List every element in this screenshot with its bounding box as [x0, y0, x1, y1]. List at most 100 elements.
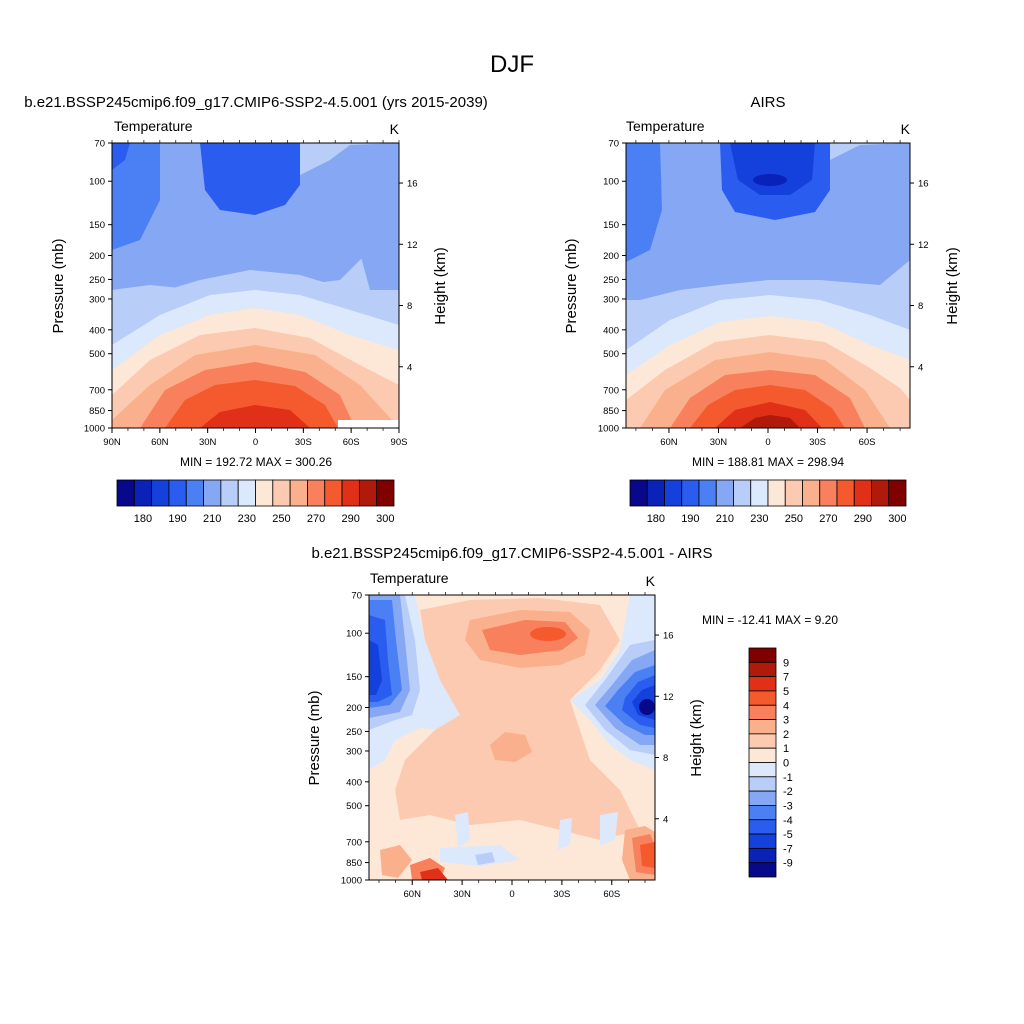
panel-diff: b.e21.BSSP245cmip6.f09_g17.CMIP6-SSP2-4.… [306, 545, 838, 900]
colorbar-swatch [836, 479, 855, 507]
colorbar-swatch [733, 479, 752, 507]
colorbar-label: 250 [272, 513, 290, 525]
panel-obs-variable-label: Temperature [626, 118, 705, 134]
panel-model-colorbar: 180 190 210 230 250 270 290 300 [116, 479, 395, 525]
colorbar-label: 3 [783, 715, 789, 727]
pressure-tick-label: 400 [346, 777, 362, 788]
colorbar-swatch [888, 479, 907, 507]
height-tick-label: 16 [407, 179, 418, 190]
pressure-tick-label: 150 [89, 220, 105, 231]
colorbar-label: -5 [783, 829, 793, 841]
panel-model-ylabel: Pressure (mb) [50, 238, 67, 333]
lat-tick-label: 30S [295, 437, 312, 448]
height-tick-label: 12 [918, 240, 929, 251]
pressure-tick-label: 500 [603, 349, 619, 360]
pressure-tick-label: 850 [603, 406, 619, 417]
panel-obs-stats: MIN = 188.81 MAX = 298.94 [692, 455, 844, 469]
pressure-tick-label: 100 [89, 177, 105, 188]
lat-tick-label: 0 [253, 437, 258, 448]
colorbar-swatch [748, 690, 777, 706]
height-tick-label: 16 [663, 631, 674, 642]
colorbar-label: 290 [854, 513, 872, 525]
pressure-tick-label: 700 [603, 385, 619, 396]
colorbar-swatch [681, 479, 700, 507]
height-tick-label: 8 [663, 753, 668, 764]
pressure-tick-label: 700 [346, 837, 362, 848]
colorbar-swatch [715, 479, 734, 507]
colorbar-swatch [748, 676, 777, 692]
colorbar-swatch [168, 479, 187, 507]
colorbar-swatch [237, 479, 256, 507]
colorbar-swatch [748, 733, 777, 749]
colorbar-swatch [341, 479, 360, 507]
colorbar-label: 270 [307, 513, 325, 525]
lat-tick-label: 30N [710, 437, 728, 448]
height-tick-label: 4 [918, 362, 923, 373]
lat-tick-label: 60N [151, 437, 169, 448]
lat-tick-label: 60N [404, 889, 422, 900]
colorbar-label: 4 [783, 700, 789, 712]
colorbar-label: -4 [783, 815, 793, 827]
pressure-tick-label: 850 [89, 406, 105, 417]
colorbar-swatch [748, 790, 777, 806]
pressure-tick-label: 200 [603, 251, 619, 262]
colorbar-label: -1 [783, 772, 793, 784]
colorbar-swatch [272, 479, 291, 507]
colorbar-swatch [748, 719, 777, 735]
panel-diff-colorbar: 9 7 5 4 3 2 1 0 -1 -2 -3 -4 -5 -7 -9 [748, 647, 793, 878]
colorbar-label: 290 [342, 513, 360, 525]
height-tick-label: 8 [407, 301, 412, 312]
colorbar-label: 300 [376, 513, 394, 525]
colorbar-swatch [871, 479, 890, 507]
panel-obs-ylabel: Pressure (mb) [563, 238, 580, 333]
pressure-tick-label: 250 [603, 275, 619, 286]
colorbar-swatch [750, 479, 769, 507]
colorbar-swatch [748, 776, 777, 792]
colorbar-swatch [819, 479, 838, 507]
colorbar-label: 9 [783, 657, 789, 669]
panel-obs-contours [626, 143, 910, 428]
height-tick-label: 16 [918, 179, 929, 190]
colorbar-swatch [748, 704, 777, 720]
colorbar-swatch [767, 479, 786, 507]
panel-model-units-label: K [390, 121, 400, 137]
pressure-tick-label: 300 [346, 746, 362, 757]
lat-tick-label: 0 [509, 889, 514, 900]
panel-model-stats: MIN = 192.72 MAX = 300.26 [180, 455, 332, 469]
panel-diff-variable-label: Temperature [370, 570, 449, 586]
lat-tick-label: 60S [859, 437, 876, 448]
pressure-tick-label: 1000 [84, 424, 105, 435]
panel-model-variable-label: Temperature [114, 118, 193, 134]
colorbar-swatch [185, 479, 204, 507]
pressure-tick-label: 250 [89, 275, 105, 286]
height-tick-label: 12 [407, 240, 418, 251]
pressure-tick-label: 1000 [341, 876, 362, 887]
height-tick-label: 4 [407, 362, 412, 373]
colorbar-label: 300 [888, 513, 906, 525]
colorbar-swatch [307, 479, 326, 507]
colorbar-label: -9 [783, 858, 793, 870]
colorbar-label: -2 [783, 786, 793, 798]
panel-diff-y2label: Height (km) [688, 699, 705, 777]
pressure-tick-label: 150 [346, 672, 362, 683]
panel-model: b.e21.BSSP245cmip6.f09_g17.CMIP6-SSP2-4.… [24, 94, 488, 469]
colorbar-swatch [255, 479, 274, 507]
colorbar-swatch [133, 479, 153, 507]
panel-obs-colorbar: 180 190 210 230 250 270 290 300 [629, 479, 907, 525]
colorbar-label: 2 [783, 729, 789, 741]
colorbar-label: 270 [819, 513, 837, 525]
colorbar-label: 190 [681, 513, 699, 525]
panel-diff-stats: MIN = -12.41 MAX = 9.20 [702, 613, 838, 627]
colorbar-label: 210 [716, 513, 734, 525]
colorbar-swatch [802, 479, 821, 507]
colorbar-swatch [203, 479, 222, 507]
colorbar-swatch [376, 479, 395, 507]
colorbar-swatch [698, 479, 717, 507]
colorbar-swatch [289, 479, 308, 507]
pressure-tick-label: 250 [346, 727, 362, 738]
colorbar-label: -7 [783, 843, 793, 855]
lat-tick-label: 90N [103, 437, 121, 448]
colorbar-label: 180 [134, 513, 152, 525]
pressure-tick-label: 500 [89, 349, 105, 360]
